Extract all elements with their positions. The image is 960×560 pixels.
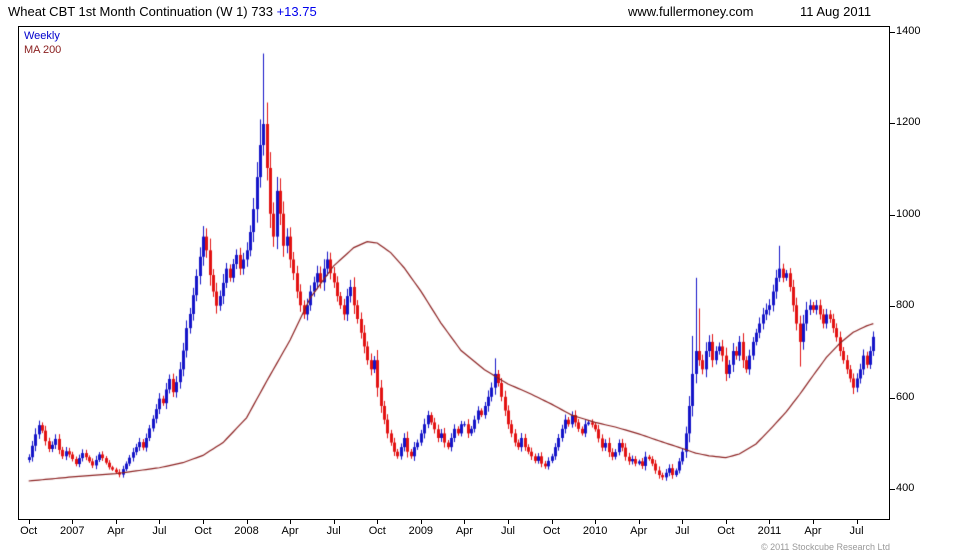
instrument-title: Wheat CBT 1st Month Continuation (W 1) 7…	[8, 4, 317, 19]
x-axis-label: Apr	[804, 525, 822, 537]
y-axis-label: 1400	[896, 24, 921, 37]
x-axis-tick	[638, 520, 640, 524]
x-axis-tick	[202, 520, 204, 524]
x-axis-tick	[28, 520, 30, 524]
x-axis-tick	[682, 520, 684, 524]
x-axis-label: Oct	[717, 525, 735, 537]
y-axis-tick	[890, 123, 895, 125]
x-axis-tick	[72, 520, 74, 524]
y-axis-label: 1200	[896, 116, 921, 129]
y-axis-tick	[890, 214, 895, 216]
x-axis-label: Apr	[630, 525, 648, 537]
website-label: www.fullermoney.com	[628, 4, 754, 19]
legend-weekly-label: Weekly	[24, 30, 60, 42]
x-axis-tick	[115, 520, 117, 524]
x-axis-tick	[507, 520, 509, 524]
x-axis-label: Apr	[281, 525, 299, 537]
x-axis-tick	[812, 520, 814, 524]
chart-legend: Weekly MA 200	[24, 29, 61, 57]
price-change: +13.75	[276, 4, 317, 19]
date-label: 11 Aug 2011	[800, 4, 872, 19]
x-axis-tick	[333, 520, 335, 524]
x-axis-tick	[464, 520, 466, 524]
y-axis-tick	[890, 489, 895, 491]
price-chart-canvas	[19, 27, 889, 519]
x-axis-tick	[246, 520, 248, 524]
x-axis-label: 2010	[582, 525, 608, 537]
x-axis-tick	[290, 520, 292, 524]
x-axis-label: 2011	[757, 525, 782, 537]
legend-ma-label: MA 200	[24, 44, 62, 56]
x-axis-tick	[856, 520, 858, 524]
x-axis-label: Apr	[107, 525, 125, 537]
x-axis-tick	[420, 520, 422, 524]
instrument-title-text: Wheat CBT 1st Month Continuation (W 1) 7…	[8, 4, 273, 19]
x-axis-tick	[159, 520, 161, 524]
x-axis-label: 2008	[234, 525, 259, 537]
x-axis-label: Oct	[194, 525, 212, 537]
copyright-notice: © 2011 Stockcube Research Ltd	[760, 542, 890, 552]
x-axis-label: Jul	[326, 525, 341, 537]
x-axis-label: Jul	[849, 525, 864, 537]
x-axis-label: 2009	[408, 525, 434, 537]
x-axis-label: 2007	[59, 525, 85, 537]
x-axis-label: Oct	[542, 525, 561, 537]
x-axis-tick	[595, 520, 597, 524]
y-axis-label: 600	[896, 390, 915, 403]
y-axis-tick	[890, 306, 895, 308]
x-axis-tick	[551, 520, 553, 524]
x-axis-label: Jul	[675, 525, 690, 537]
x-axis-label: Jul	[500, 525, 515, 537]
x-axis-tick	[377, 520, 379, 524]
y-axis-label: 800	[896, 299, 915, 312]
x-axis-tick	[725, 520, 727, 524]
x-axis-label: Apr	[455, 525, 473, 537]
x-axis-label: Oct	[20, 525, 38, 537]
y-axis-label: 400	[896, 482, 915, 495]
x-axis-label: Jul	[152, 525, 167, 537]
x-axis-label: Oct	[368, 525, 386, 537]
x-axis-tick	[769, 520, 771, 524]
y-axis-label: 1000	[896, 207, 921, 220]
chart-plot-area: Weekly MA 200	[18, 26, 890, 520]
y-axis-tick	[890, 31, 895, 33]
y-axis-tick	[890, 397, 895, 399]
